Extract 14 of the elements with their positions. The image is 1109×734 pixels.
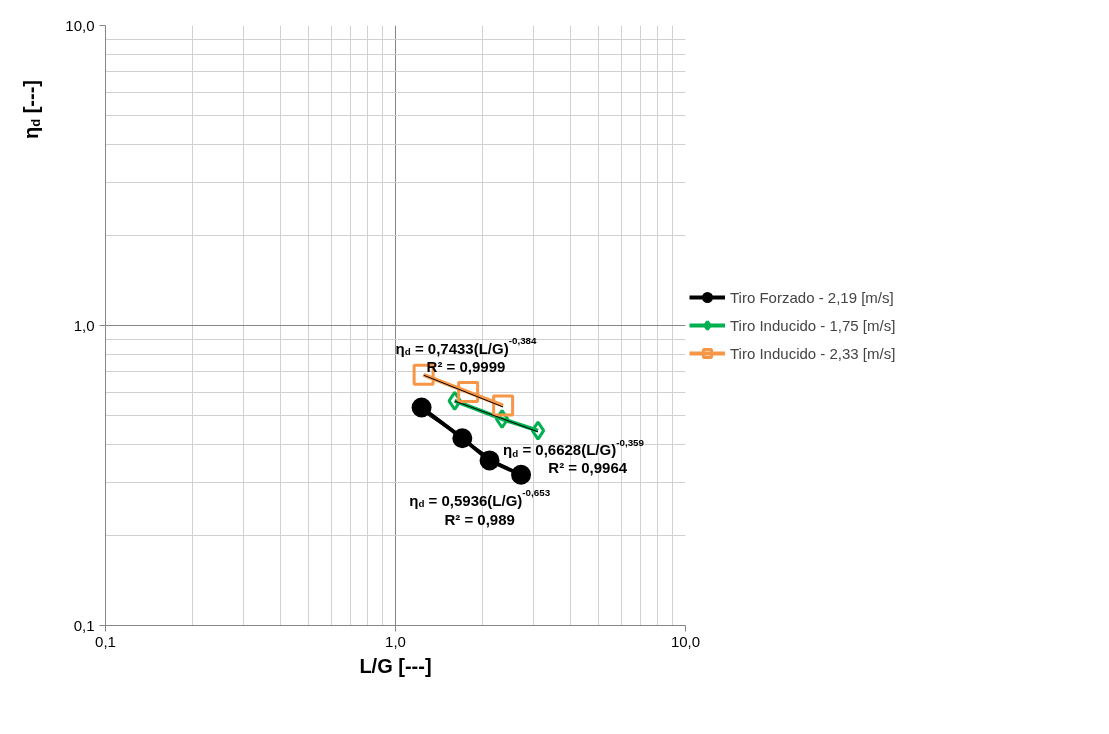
x-tick-label: 10,0 [670, 632, 701, 650]
legend-label: Tiro Inducido - 2,33 [m/s] [730, 344, 896, 362]
annotation: R² = 0,9964 [548, 459, 628, 477]
x-tick-label: 1,0 [385, 632, 406, 650]
annotation: R² = 0,989 [444, 511, 515, 529]
y-tick-label: 1,0 [73, 316, 95, 334]
x-axis-title: L/G [---] [359, 654, 432, 677]
annotation: R² = 0,9999 [426, 358, 506, 375]
legend-label: Tiro Forzado - 2,19 [m/s] [730, 288, 894, 306]
x-tick-label: 0,1 [95, 632, 116, 650]
y-tick-label: 10,0 [65, 16, 95, 34]
y-tick-label: 0,1 [73, 616, 95, 634]
y-axis-title: ηd [---] [19, 79, 43, 140]
legend-label: Tiro Inducido - 1,75 [m/s] [730, 316, 896, 334]
